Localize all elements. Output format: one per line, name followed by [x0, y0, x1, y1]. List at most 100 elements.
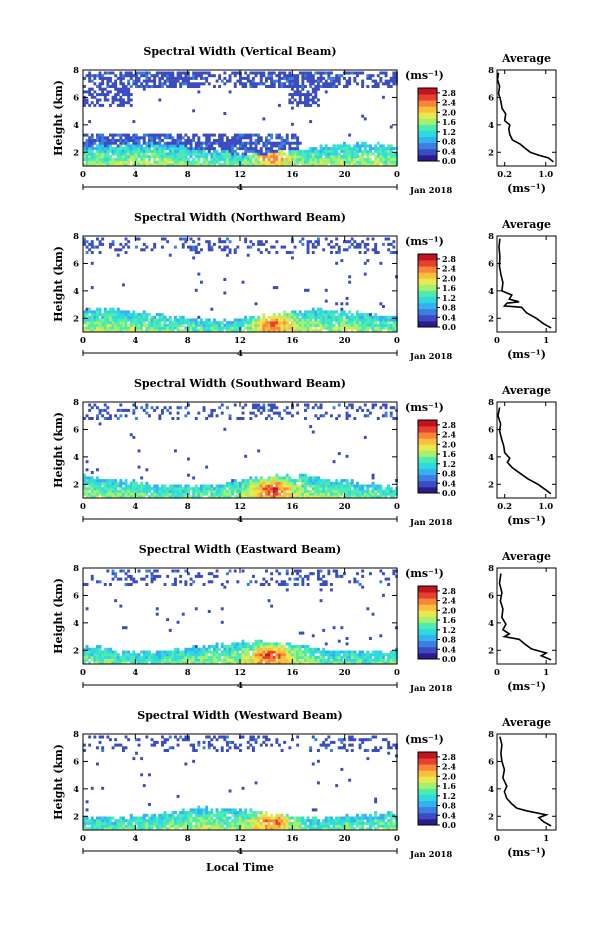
heatmap-cell — [210, 655, 214, 659]
heatmap-cell — [309, 152, 313, 156]
x-tick-label: 0 — [80, 502, 86, 512]
heatmap-cell — [103, 318, 107, 322]
heatmap-cell — [395, 661, 398, 665]
heatmap-cell — [311, 163, 315, 167]
heatmap-cell — [218, 136, 222, 140]
heatmap-cell — [358, 329, 362, 333]
heatmap-cell — [257, 321, 261, 325]
heatmap-cell — [122, 283, 125, 287]
heatmap-cell — [335, 572, 339, 576]
heatmap-cell — [270, 133, 274, 137]
heatmap-cell — [140, 487, 144, 491]
heatmap-cell — [142, 489, 146, 493]
heatmap-cell — [293, 318, 297, 322]
heatmap-cell — [166, 85, 170, 88]
heatmap-cell — [363, 157, 367, 161]
heatmap-cell — [252, 163, 255, 167]
x-tick-label: 4 — [132, 668, 138, 678]
heatmap-cell — [382, 321, 385, 325]
heatmap-cell — [340, 302, 344, 306]
heatmap-cell — [111, 318, 115, 322]
heatmap-cell — [101, 87, 105, 91]
heatmap-cell — [220, 326, 224, 330]
heatmap-cell — [166, 574, 170, 578]
heatmap-cell — [270, 329, 274, 333]
heatmap-cell — [210, 329, 214, 333]
heatmap-cell — [259, 71, 263, 75]
heatmap-cell — [309, 157, 313, 161]
heatmap-cell — [184, 492, 188, 496]
heatmap-cell — [163, 147, 167, 151]
heatmap-cell — [244, 326, 248, 330]
heatmap-cell — [392, 650, 396, 654]
heatmap-cell — [207, 318, 211, 322]
heatmap-cell — [122, 160, 125, 164]
heatmap-cell — [135, 136, 138, 140]
heatmap-cell — [278, 487, 281, 491]
heatmap-cell — [174, 650, 177, 654]
heatmap-cell — [88, 492, 92, 496]
heatmap-cell — [265, 569, 268, 573]
heatmap-cell — [181, 163, 185, 167]
heatmap-cell — [114, 574, 118, 578]
heatmap-cell — [109, 315, 112, 319]
heatmap-cell — [267, 653, 271, 657]
heatmap-cell — [90, 149, 94, 153]
heatmap-cell — [374, 326, 378, 330]
heatmap-cell — [114, 318, 118, 322]
heatmap-cell — [213, 321, 216, 325]
heatmap-cell — [90, 577, 94, 581]
heatmap-cell — [392, 417, 396, 420]
heatmap-cell — [322, 628, 326, 632]
heatmap-cell — [314, 155, 318, 159]
heatmap-cell — [187, 329, 190, 333]
heatmap-cell — [153, 323, 157, 327]
heatmap-cell — [379, 323, 383, 327]
heatmap-cell — [239, 484, 242, 488]
heatmap-cell — [132, 329, 136, 333]
heatmap-cell — [330, 321, 333, 325]
heatmap-cell — [163, 583, 167, 586]
heatmap-cell — [361, 157, 365, 161]
heatmap-cell — [194, 323, 198, 327]
heatmap-cell — [285, 79, 289, 83]
heatmap-cell — [98, 82, 102, 86]
heatmap-cell — [361, 569, 365, 573]
heatmap-cell — [298, 93, 302, 97]
heatmap-cell — [197, 411, 201, 415]
heatmap-cell — [296, 90, 300, 94]
heatmap-cell — [187, 403, 190, 407]
colorbar-segment — [418, 154, 437, 162]
x-tick-label: 12 — [234, 502, 246, 512]
heatmap-cell — [218, 489, 222, 493]
heatmap-cell — [304, 103, 307, 107]
heatmap-cell — [252, 79, 255, 83]
heatmap-cell — [83, 163, 86, 167]
heatmap-cell — [288, 323, 292, 327]
heatmap-cell — [335, 310, 339, 314]
heatmap-cell — [132, 323, 136, 327]
heatmap-cell — [103, 163, 107, 167]
heatmap-cell — [223, 71, 227, 75]
heatmap-cell — [350, 484, 354, 488]
heatmap-cell — [272, 406, 276, 410]
heatmap-cell — [174, 79, 177, 83]
heatmap-cell — [272, 489, 276, 493]
heatmap-cell — [171, 139, 175, 142]
heatmap-cell — [337, 639, 341, 643]
heatmap-cell — [231, 136, 235, 140]
heatmap-cell — [337, 155, 341, 159]
heatmap-cell — [361, 163, 365, 167]
heatmap-cell — [179, 163, 183, 167]
heatmap-cell — [257, 240, 261, 244]
heatmap-cell — [259, 240, 263, 244]
heatmap-cell — [124, 237, 128, 241]
heatmap-cell — [215, 155, 219, 159]
heatmap-cell — [116, 321, 120, 325]
heatmap-cell — [257, 403, 261, 407]
heatmap-cell — [348, 147, 352, 151]
heatmap-cell — [265, 495, 268, 499]
average-y-tick-label: 4 — [488, 453, 494, 463]
heatmap-cell — [353, 417, 357, 420]
heatmap-cell — [194, 658, 198, 662]
